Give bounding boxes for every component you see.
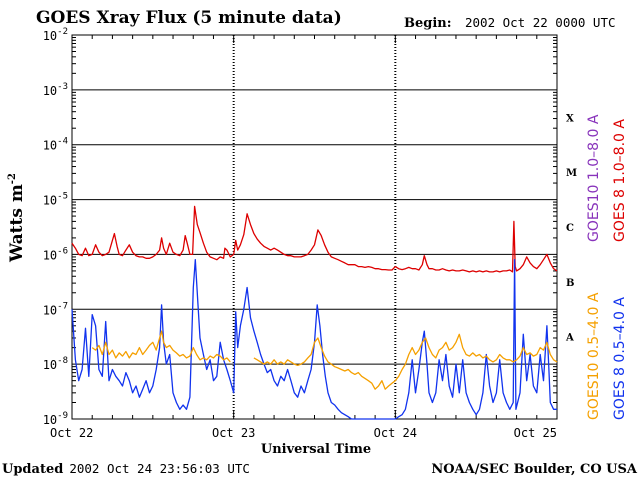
chart-title: GOES Xray Flux (5 minute data) [36,8,342,28]
updated-label: Updated [2,462,63,477]
legend-item: GOES10 1.0–8.0 A [586,114,602,242]
begin-value: 2002 Oct 22 0000 UTC [465,15,616,30]
y-tick-label: 10-9 [43,411,68,427]
series-line [91,330,558,390]
flare-class-label: B [566,278,574,289]
plot-area [71,34,558,420]
credit-text: NOAA/SEC Boulder, CO USA [431,462,638,477]
y-tick-labels: 10-2 10-3 10-4 10-5 10-6 10-7 10-8 10-9 [43,27,68,427]
x-axis-label: Universal Time [261,442,371,457]
y-tick-label: 10-2 [43,27,68,43]
y-tick-label: 10-5 [43,192,68,208]
flare-class-labels: X M C B A [565,113,577,343]
x-tick-label: Oct 24 [374,426,417,440]
updated-line: Updated 2002 Oct 24 23:56:03 UTC [2,461,250,477]
series-line [71,205,558,273]
y-tick-label: 10-7 [43,301,68,317]
begin-label: Begin: [404,16,452,31]
y-tick-label: 10-4 [43,137,68,153]
flare-class-label: C [566,223,574,234]
y-tick-label: 10-6 [43,246,68,262]
series-lines [71,205,558,420]
legend: GOES10 1.0–8.0 A GOES 8 1.0–8.0 A GOES10 0… [586,114,628,420]
x-tick-label: Oct 22 [50,426,93,440]
y-axis-label-base: Watts m [7,184,27,263]
y-axis-label: Watts m-2 [7,173,27,263]
flare-class-label: X [566,113,574,124]
y-tick-label: 10-3 [43,82,68,98]
legend-item: GOES 8 0.5–4.0 A [612,297,628,420]
y-axis-label-exp: -2 [7,173,18,184]
y-tick-label: 10-8 [43,356,68,372]
updated-value: 2002 Oct 24 23:56:03 UTC [69,461,250,476]
x-tick-label: Oct 25 [514,426,557,440]
flare-class-label: M [566,168,577,179]
legend-item: GOES 8 1.0–8.0 A [612,119,628,242]
x-tick-label: Oct 23 [212,426,255,440]
series-line [71,259,557,420]
x-tick-labels: Oct 22 Oct 23 Oct 24 Oct 25 [50,426,557,440]
flare-class-label: A [565,333,574,344]
legend-item: GOES10 0.5–4.0 A [586,292,602,420]
plot-frame [71,34,558,420]
